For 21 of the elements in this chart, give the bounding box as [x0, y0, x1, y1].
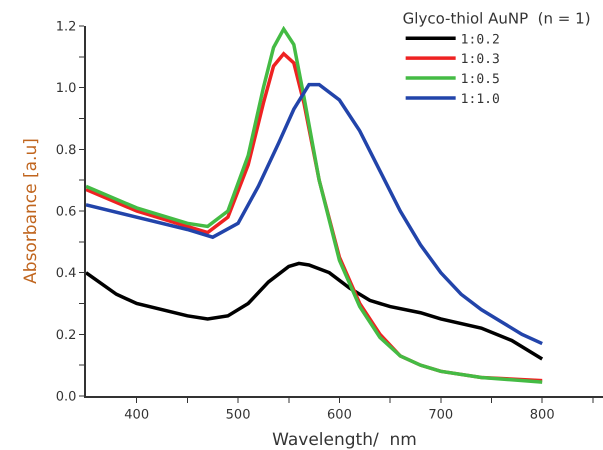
legend-label: 1:0.5 — [460, 72, 500, 88]
line-series — [86, 262, 544, 361]
y-tick-label: 0.2 — [56, 328, 76, 343]
y-tick-label: 1.0 — [56, 81, 76, 96]
y-axis-title: Absorbance [a.u] — [20, 138, 41, 284]
y-tick-label: 0.8 — [56, 142, 76, 158]
x-tick-label: 600 — [327, 408, 352, 423]
legend-title: Glyco-thiol AuNP (n = 1) — [402, 9, 591, 28]
x-tick-label: 700 — [428, 408, 454, 423]
x-tick-label: 400 — [124, 408, 150, 423]
legend-label: 1:0.3 — [460, 52, 500, 68]
x-tick-label: 500 — [226, 408, 250, 423]
y-tick-label: 0.6 — [56, 204, 76, 220]
legend-label: 1:1.0 — [460, 92, 500, 108]
y-tick-label: 1.2 — [56, 20, 76, 35]
line-series — [86, 82, 544, 346]
x-axis-title: Wavelength/ nm — [272, 430, 417, 450]
legend-label: 1:0.2 — [460, 32, 500, 48]
y-tick-label: 0.4 — [56, 266, 76, 282]
x-tick-label: 800 — [530, 408, 555, 423]
y-tick-label: 0.0 — [56, 390, 76, 405]
